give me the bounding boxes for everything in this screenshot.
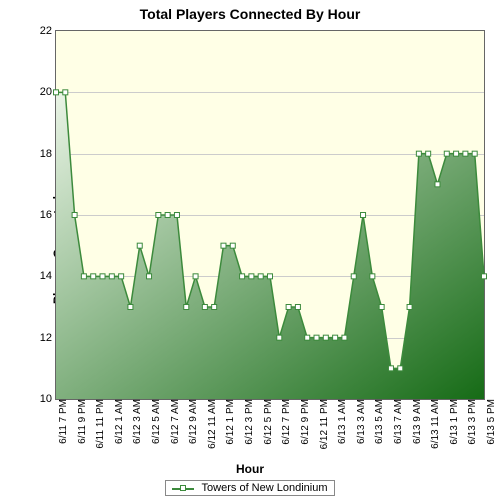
legend-swatch-icon	[172, 484, 194, 492]
data-marker	[305, 335, 310, 340]
data-marker	[286, 305, 291, 310]
series-svg	[56, 31, 484, 399]
y-tick-label: 16	[40, 209, 56, 221]
data-marker	[184, 305, 189, 310]
x-tick-label: 6/12 11 AM	[205, 399, 218, 449]
data-marker	[463, 151, 468, 156]
data-marker	[249, 274, 254, 279]
data-marker	[416, 151, 421, 156]
data-marker	[109, 274, 114, 279]
x-tick-label: 6/13 5 PM	[484, 399, 497, 445]
data-marker	[100, 274, 105, 279]
data-marker	[193, 274, 198, 279]
x-tick-label: 6/12 7 AM	[168, 399, 181, 444]
data-marker	[342, 335, 347, 340]
x-tick-label: 6/13 7 AM	[391, 399, 404, 444]
x-tick-label: 6/11 7 PM	[56, 399, 69, 444]
data-marker	[174, 213, 179, 218]
x-tick-label: 6/11 11 PM	[93, 399, 106, 449]
y-tick-label: 10	[40, 393, 56, 405]
x-tick-label: 6/12 3 PM	[242, 399, 255, 445]
x-tick-label: 6/13 9 AM	[410, 399, 423, 444]
x-tick-label: 6/11 9 PM	[75, 399, 88, 444]
data-marker	[472, 151, 477, 156]
y-tick-label: 14	[40, 270, 56, 282]
data-marker	[379, 305, 384, 310]
x-tick-label: 6/12 9 PM	[298, 399, 311, 445]
data-marker	[268, 274, 273, 279]
y-tick-label: 22	[40, 25, 56, 37]
y-tick-label: 18	[40, 148, 56, 160]
data-marker	[72, 213, 77, 218]
x-tick-label: 6/12 9 AM	[186, 399, 199, 444]
legend-series-label: Towers of New Londinium	[202, 482, 328, 494]
chart-root: Total Players Connected By Hour Players …	[0, 0, 500, 500]
x-axis-label: Hour	[0, 462, 500, 476]
data-marker	[444, 151, 449, 156]
series-area	[56, 92, 484, 399]
data-marker	[240, 274, 245, 279]
legend-box: Towers of New Londinium	[165, 480, 334, 496]
data-marker	[119, 274, 124, 279]
data-marker	[388, 366, 393, 371]
data-marker	[147, 274, 152, 279]
data-marker	[221, 243, 226, 248]
data-marker	[137, 243, 142, 248]
data-marker	[407, 305, 412, 310]
data-marker	[81, 274, 86, 279]
data-marker	[202, 305, 207, 310]
x-tick-label: 6/13 3 PM	[465, 399, 478, 445]
data-marker	[398, 366, 403, 371]
data-marker	[351, 274, 356, 279]
data-marker	[482, 274, 487, 279]
data-marker	[91, 274, 96, 279]
data-marker	[454, 151, 459, 156]
x-tick-label: 6/12 5 PM	[261, 399, 274, 445]
x-tick-label: 6/12 3 AM	[130, 399, 143, 444]
data-marker	[314, 335, 319, 340]
x-tick-label: 6/12 7 PM	[279, 399, 292, 445]
data-marker	[361, 213, 366, 218]
x-tick-label: 6/12 1 AM	[112, 399, 125, 444]
data-marker	[277, 335, 282, 340]
x-tick-label: 6/12 5 AM	[149, 399, 162, 444]
legend: Towers of New Londinium	[0, 480, 500, 496]
data-marker	[165, 213, 170, 218]
data-marker	[333, 335, 338, 340]
data-marker	[370, 274, 375, 279]
data-marker	[156, 213, 161, 218]
x-tick-label: 6/12 11 PM	[317, 399, 330, 449]
y-tick-label: 12	[40, 332, 56, 344]
data-marker	[323, 335, 328, 340]
x-tick-label: 6/13 1 AM	[335, 399, 348, 444]
data-marker	[435, 182, 440, 187]
x-tick-label: 6/13 5 AM	[372, 399, 385, 444]
plot-area: 101214161820226/11 7 PM6/11 9 PM6/11 11 …	[55, 30, 485, 400]
data-marker	[230, 243, 235, 248]
data-marker	[54, 90, 59, 95]
data-marker	[63, 90, 68, 95]
chart-title: Total Players Connected By Hour	[0, 6, 500, 22]
data-marker	[258, 274, 263, 279]
x-tick-label: 6/13 3 AM	[354, 399, 367, 444]
data-marker	[426, 151, 431, 156]
data-marker	[128, 305, 133, 310]
x-tick-label: 6/12 1 PM	[223, 399, 236, 445]
x-tick-label: 6/13 1 PM	[447, 399, 460, 445]
data-marker	[295, 305, 300, 310]
x-tick-label: 6/13 11 AM	[428, 399, 441, 449]
data-marker	[212, 305, 217, 310]
